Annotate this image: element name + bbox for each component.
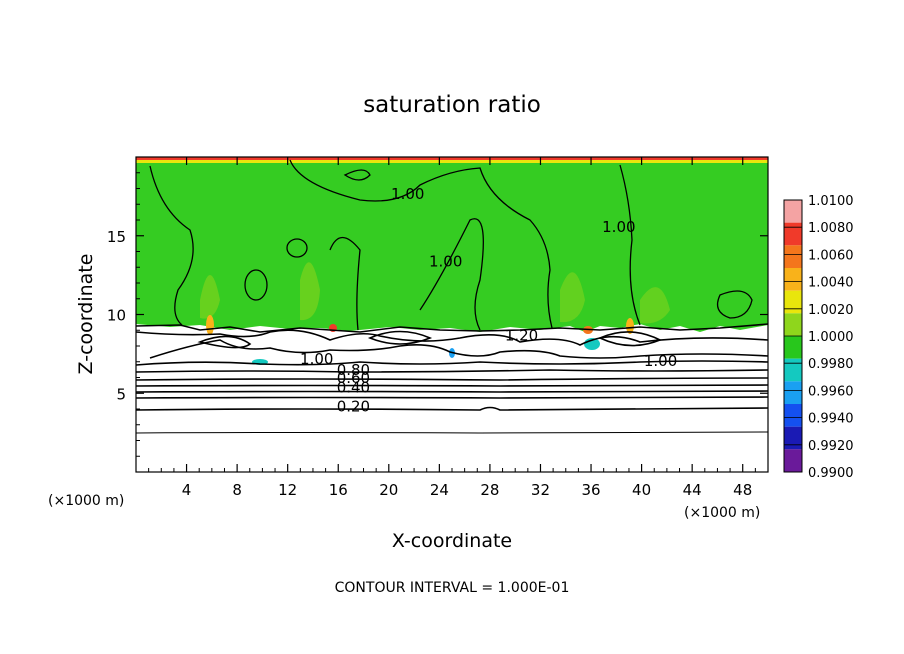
colorbar-swatch	[784, 200, 802, 223]
colorbar-swatch	[784, 268, 802, 291]
contour-interval-note: CONTOUR INTERVAL = 1.000E-01	[335, 580, 570, 596]
y-axis-label: Z-coordinate	[75, 254, 97, 375]
top-band-red	[136, 157, 768, 160]
contour-label: 0.60	[337, 369, 370, 387]
colorbar-label: 0.9900	[808, 466, 854, 481]
hotspot-1	[206, 315, 214, 335]
chart-title: saturation ratio	[363, 92, 541, 118]
region-streak-2	[300, 262, 320, 321]
x-unit-label-left: (×1000 m)	[48, 493, 124, 509]
colorbar-label: 0.9980	[808, 357, 854, 372]
contour-label-group: 1.001.001.001.201.00 1.000.800.600.400.20	[300, 185, 677, 416]
y-tick-label: 10	[107, 307, 126, 325]
x-tick-label: 40	[632, 481, 651, 499]
y-tick-label: 15	[107, 228, 126, 246]
colorbar-swatch	[784, 222, 802, 246]
region-streak-4	[640, 287, 670, 324]
x-tick-label: 44	[683, 481, 702, 499]
x-tick-label: 12	[278, 481, 297, 499]
region-streak-1	[200, 275, 220, 319]
colorbar-label: 1.0060	[808, 248, 854, 263]
x-tick-label: 36	[581, 481, 600, 499]
colorbar-swatch	[784, 245, 802, 268]
contour-label: 1.00	[429, 253, 462, 271]
colorbar-label: 1.0100	[808, 194, 854, 209]
x-tick-label: 16	[329, 481, 348, 499]
colorbar-swatch	[784, 358, 802, 382]
colorbar-swatch	[784, 313, 802, 336]
colorbar-swatch	[784, 449, 802, 472]
y-tick-label: 5	[116, 385, 126, 403]
colorbar: 1.0100 1.0080 1.0060 1.0040 1.0020 1.0000 0.99…	[783, 194, 854, 481]
colorbar-swatch	[784, 426, 802, 450]
x-tick-label: 48	[733, 481, 752, 499]
x-unit-label-right: (×1000 m)	[684, 505, 760, 521]
x-tick-label: 8	[232, 481, 242, 499]
x-axis: 4 8 12 16 20 24 28 32 36 40 44 48	[148, 157, 756, 499]
colorbar-label: 0.9920	[808, 439, 854, 454]
contour-label: 0.20	[337, 397, 370, 415]
region-supersaturated	[136, 160, 768, 332]
contour-label: 1.20	[505, 327, 538, 345]
x-tick-label: 24	[430, 481, 449, 499]
contour-label: 1.00	[300, 350, 333, 368]
contour-label: 0.80	[337, 361, 370, 379]
x-tick-label: 4	[182, 481, 192, 499]
x-tick-label: 20	[379, 481, 398, 499]
colorbar-swatch	[784, 336, 802, 359]
contour-label: 0.40	[337, 379, 370, 397]
contours-lower	[136, 323, 768, 434]
colorbar-label: 1.0080	[808, 221, 854, 236]
x-axis-label: X-coordinate	[392, 530, 512, 552]
contour-label: 1.00	[602, 218, 635, 236]
colorbar-label: 1.0000	[808, 330, 854, 345]
contours-upper	[149, 159, 753, 331]
colorbar-swatch	[784, 290, 802, 314]
region-streak-3	[560, 272, 585, 323]
colorbar-swatch	[784, 404, 802, 427]
colorbar-swatch	[784, 381, 802, 404]
colorbar-label: 1.0040	[808, 276, 854, 291]
top-band-yellow	[136, 160, 768, 163]
colorbar-label: 0.9940	[808, 412, 854, 427]
contour-label: 1.00	[644, 352, 677, 370]
colorbar-label: 0.9960	[808, 384, 854, 399]
hotspot-4	[626, 318, 634, 334]
contour-label: 1.00	[391, 185, 424, 203]
saturation-field: 1.001.001.001.201.00 1.000.800.600.400.20	[136, 157, 768, 434]
y-axis: 5 10 15	[107, 172, 768, 457]
x-tick-label: 32	[531, 481, 550, 499]
x-tick-label: 28	[480, 481, 499, 499]
colorbar-label: 1.0020	[808, 303, 854, 318]
